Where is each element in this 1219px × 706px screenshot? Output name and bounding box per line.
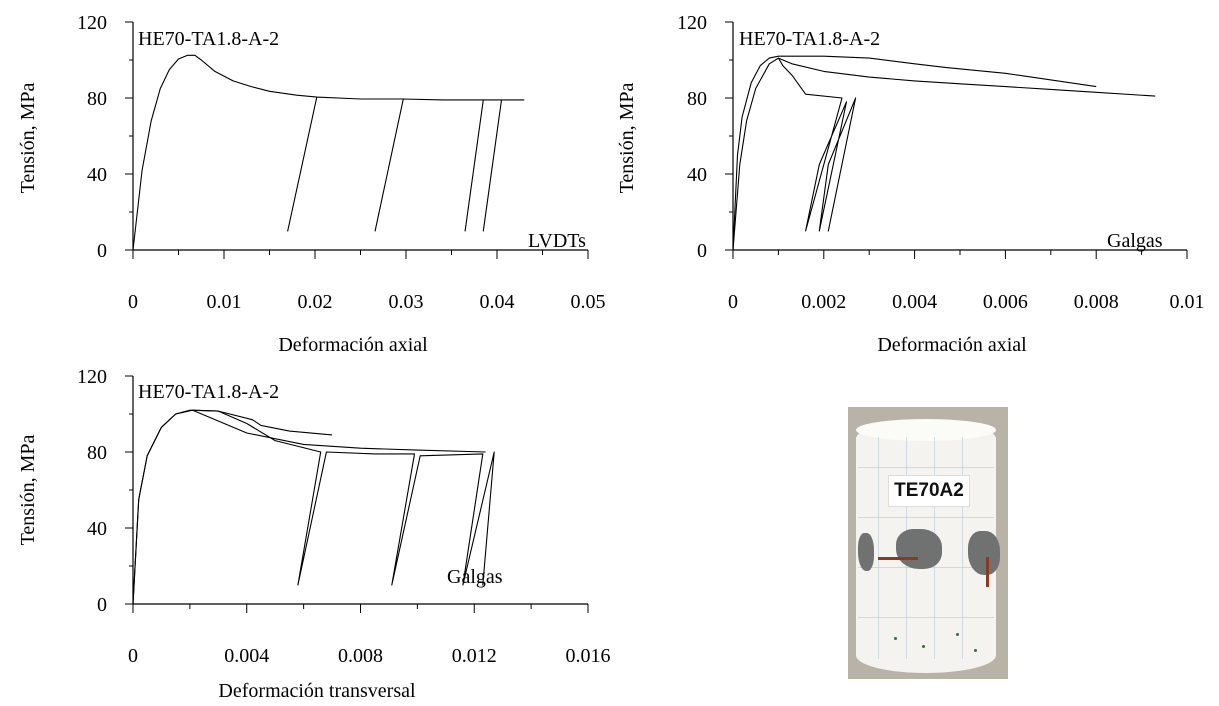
fleck: [894, 637, 897, 640]
series-line-0: [132, 409, 333, 605]
specimen-label: TE70A2: [888, 475, 970, 507]
chart-title: HE70-TA1.8-A-2: [739, 28, 880, 50]
chart-annotation: LVDTs: [528, 230, 586, 252]
grid-line: [878, 437, 879, 659]
chart-annotation: Galgas: [1107, 230, 1163, 252]
x-axis-label: Deformación transversal: [218, 680, 416, 702]
gauge-patch: [896, 529, 942, 569]
cylinder-top: [856, 419, 996, 441]
grid-line: [858, 467, 994, 468]
y-axis-label: Tensión, MPa: [17, 434, 39, 545]
chart-title: HE70-TA1.8-A-2: [138, 381, 279, 403]
y-tick-label: 120: [677, 12, 707, 34]
chart-galgas-axial: HE70-TA1.8-A-2 Galgas Deformación axial …: [616, 12, 1205, 356]
gauge-patch: [858, 533, 874, 571]
chart-title: HE70-TA1.8-A-2: [138, 28, 279, 50]
series-line-2: [778, 57, 1156, 97]
y-tick-label: 80: [87, 442, 107, 464]
x-tick-label: 0.006: [983, 291, 1028, 313]
y-tick-label: 40: [87, 164, 107, 186]
series-line-0: [132, 54, 525, 251]
x-tick-label: 0.002: [801, 291, 846, 313]
y-tick-label: 0: [97, 240, 107, 262]
x-tick-label: 0.004: [892, 291, 937, 313]
chart-annotation: Galgas: [447, 566, 503, 588]
y-tick-label: 40: [687, 164, 707, 186]
x-tick-label: 0.02: [298, 291, 333, 313]
x-tick-label: 0.01: [1170, 291, 1205, 313]
y-tick-label: 0: [97, 594, 107, 616]
series-line-2: [192, 409, 486, 453]
y-axis-label: Tensión, MPa: [616, 82, 638, 193]
chart-galgas-transversal: HE70-TA1.8-A-2 Galgas Deformación transv…: [17, 366, 611, 702]
fleck: [922, 645, 925, 648]
x-tick-label: 0.008: [338, 645, 383, 667]
x-tick-label: 0: [128, 645, 138, 667]
x-tick-label: 0.04: [480, 291, 515, 313]
chart-lvdts-axial: HE70-TA1.8-A-2 LVDTs Deformación axial T…: [17, 12, 606, 356]
gauge-wire: [878, 557, 918, 560]
y-tick-label: 120: [77, 12, 107, 34]
grid-line: [962, 437, 963, 659]
fleck: [956, 633, 959, 636]
y-tick-label: 0: [697, 240, 707, 262]
gauge-patch: [968, 531, 1000, 575]
x-tick-label: 0.004: [224, 645, 269, 667]
y-tick-label: 120: [77, 366, 107, 388]
y-tick-label: 40: [87, 518, 107, 540]
y-tick-label: 80: [87, 88, 107, 110]
x-tick-label: 0.016: [566, 645, 611, 667]
x-tick-label: 0: [728, 291, 738, 313]
fleck: [974, 649, 977, 652]
x-tick-label: 0.01: [207, 291, 242, 313]
y-axis-label: Tensión, MPa: [17, 82, 39, 193]
series-line-1: [732, 57, 857, 251]
specimen-photo: TE70A2: [848, 407, 1008, 679]
x-tick-label: 0.05: [571, 291, 606, 313]
x-tick-label: 0.012: [452, 645, 497, 667]
x-tick-label: 0: [128, 291, 138, 313]
series-line-1: [132, 409, 495, 605]
y-tick-label: 80: [687, 88, 707, 110]
x-axis-label: Deformación axial: [877, 334, 1027, 356]
x-tick-label: 0.008: [1074, 291, 1119, 313]
series-line-0: [732, 55, 1097, 251]
x-tick-label: 0.03: [389, 291, 424, 313]
gauge-wire: [986, 557, 989, 587]
grid-line: [858, 617, 994, 618]
grid-line: [858, 517, 994, 518]
x-axis-label: Deformación axial: [278, 334, 428, 356]
